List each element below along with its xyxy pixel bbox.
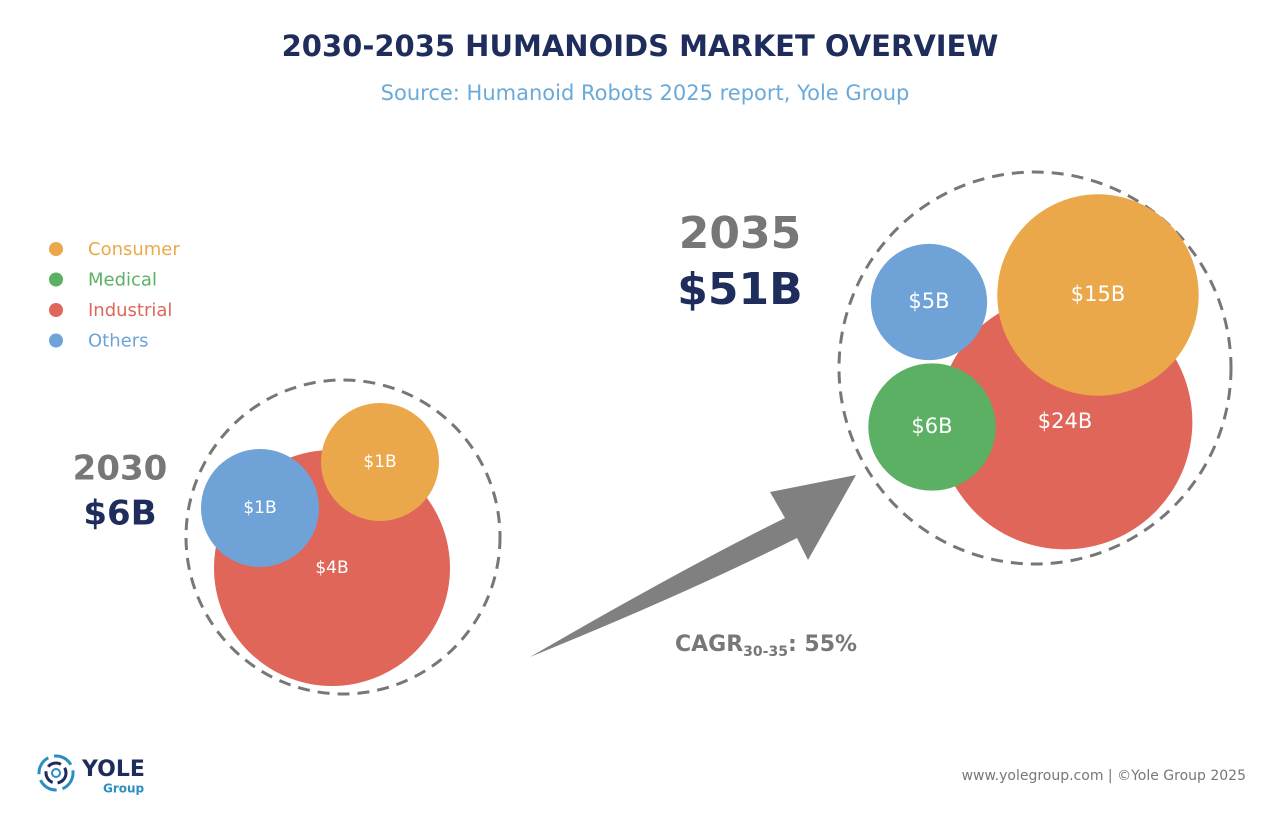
bubble <box>868 363 996 491</box>
logo-ring <box>44 761 68 785</box>
bubble-label: $4B <box>315 558 348 578</box>
legend-label: Others <box>88 331 149 352</box>
bubble-label: $6B <box>911 414 952 438</box>
footer: www.yolegroup.com | ©Yole Group 2025 <box>962 768 1246 784</box>
cagr-value: : 55% <box>788 632 857 657</box>
cagr-name: CAGR <box>675 632 743 657</box>
cagr-period: 30-35 <box>743 644 788 660</box>
legend-label: Industrial <box>88 300 172 321</box>
bubble <box>321 403 439 521</box>
logo-name: YOLE <box>81 757 145 782</box>
legend-label: Medical <box>88 270 157 291</box>
bubble <box>870 243 988 361</box>
year-label: 2035 <box>679 208 801 259</box>
logo: YOLE Group <box>37 754 145 796</box>
group-outline <box>184 378 502 696</box>
total-label: $6B <box>83 494 156 534</box>
legend-marker <box>49 272 63 287</box>
logo-ring <box>37 754 75 792</box>
legend-marker <box>49 303 63 317</box>
legend-label: Consumer <box>88 239 180 260</box>
legend-marker <box>49 333 63 348</box>
bubble-label: $15B <box>1071 282 1126 306</box>
bubble-label: $1B <box>363 452 396 472</box>
bubble <box>997 194 1199 396</box>
cagr-label: CAGR30-35: 55% <box>675 632 857 660</box>
bubble-label: $5B <box>908 289 949 313</box>
legend-marker <box>49 242 63 256</box>
year-label: 2030 <box>73 449 168 489</box>
logo-sub: Group <box>103 782 145 796</box>
group-outline <box>837 170 1233 566</box>
total-label: $51B <box>677 264 802 315</box>
bubble-label: $1B <box>243 498 276 518</box>
chart-subtitle: Source: Humanoid Robots 2025 report, Yol… <box>381 81 910 105</box>
chart-title: 2030-2035 HUMANOIDS MARKET OVERVIEW <box>282 29 999 63</box>
bubble <box>201 449 319 567</box>
logo-ring <box>51 768 61 778</box>
bubble-label: $24B <box>1038 409 1093 433</box>
growth-arrow <box>530 475 856 657</box>
